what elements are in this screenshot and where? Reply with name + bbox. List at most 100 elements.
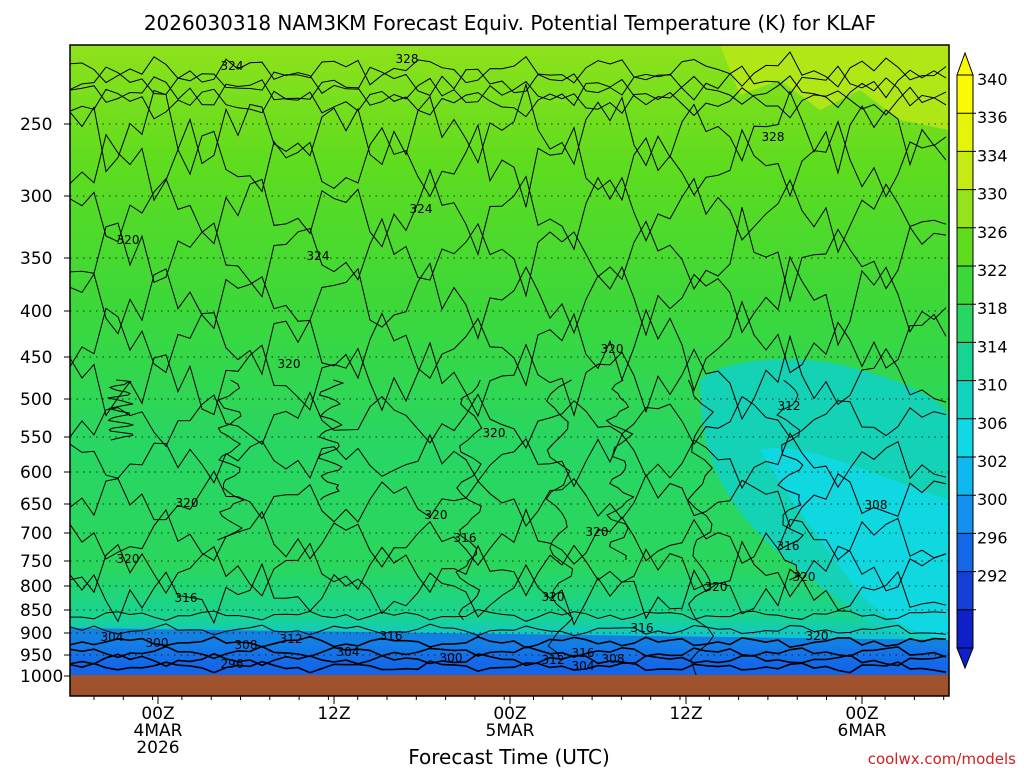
contour-label: 316 — [454, 531, 477, 545]
x-tick-label: 12Z — [669, 704, 702, 724]
x-tick-label: 00Z — [141, 704, 174, 724]
colorbar-segment — [957, 342, 973, 382]
y-tick-label: 850 — [20, 601, 52, 621]
y-tick-label: 650 — [20, 495, 52, 515]
contour-label: 320 — [278, 357, 301, 371]
y-tick-label: 800 — [20, 577, 52, 597]
contour-line — [70, 86, 947, 120]
contour-label: 312 — [542, 653, 565, 667]
y-tick-label: 350 — [20, 249, 52, 269]
contour-label: 312 — [280, 632, 303, 646]
colorbar-label: 302 — [977, 452, 1008, 471]
contour-lines — [70, 51, 947, 696]
colorbar-segment — [957, 113, 973, 152]
contour-line — [70, 82, 947, 175]
contour-label: 316 — [175, 591, 198, 605]
contour-labels: 324 328 328 324 324 320 320 320 312 320 320 308 320 3… — [101, 52, 888, 673]
colorbar-segment — [957, 457, 973, 496]
contour-line — [70, 635, 947, 649]
contour-label: 320 — [425, 508, 448, 522]
y-tick-label: 450 — [20, 348, 52, 368]
ground-layer — [70, 675, 949, 696]
chart-title: 2026030318 NAM3KM Forecast Equiv. Potent… — [144, 11, 876, 35]
y-tick-label: 700 — [20, 524, 52, 544]
y-tick-label: 550 — [20, 428, 52, 448]
contour-label: 320 — [601, 342, 624, 356]
colorbar-segment — [957, 75, 973, 114]
x-tick-label: 4MAR — [134, 721, 183, 741]
colorbar-segment — [957, 571, 973, 611]
y-tick-label: 950 — [20, 646, 52, 666]
high-theta-region — [720, 45, 949, 130]
colorbar-segment — [957, 266, 973, 305]
plot-area: 324 328 328 324 324 320 320 320 312 320 320 308 320 3… — [70, 45, 949, 696]
contour-line — [70, 334, 947, 421]
colorbar-label: 334 — [977, 146, 1008, 165]
colorbar-label: 322 — [977, 261, 1008, 280]
contour-line — [107, 379, 134, 441]
contour-line — [70, 660, 947, 674]
contour-line — [70, 391, 947, 450]
contour-label: 308 — [235, 638, 258, 652]
contour-label: 316 — [777, 539, 800, 553]
credit-text: coolwx.com/models — [868, 750, 1016, 768]
colorbar-frame — [956, 74, 974, 649]
contour-line — [776, 379, 805, 581]
colorbar-label: 330 — [977, 185, 1008, 204]
contour-label: 320 — [483, 426, 506, 440]
colorbar-label: 310 — [977, 376, 1008, 395]
colorbar-bottom-arrow — [956, 647, 974, 670]
colorbar-segment — [957, 380, 973, 420]
colorbar-segment — [957, 189, 973, 229]
contour-label: 300 — [146, 636, 169, 650]
contour-label: 308 — [602, 652, 625, 666]
contour-line — [70, 470, 947, 529]
contour-line — [70, 508, 947, 568]
contour-label: 320 — [793, 570, 816, 584]
contour-line — [70, 120, 947, 208]
colorbar-label: 318 — [977, 299, 1008, 318]
contour-line — [455, 379, 483, 621]
colorbar-label: 296 — [977, 528, 1008, 547]
contour-label: 320 — [705, 580, 728, 594]
colorbar-label: 314 — [977, 337, 1008, 356]
contour-label: 316 — [380, 629, 403, 643]
y-tick-label: 500 — [20, 390, 52, 410]
x-tick-label: 5MAR — [486, 721, 535, 741]
x-tick-label: 00Z — [845, 704, 878, 724]
contour-line — [545, 379, 574, 661]
colorbar-segment — [957, 227, 973, 267]
contour-line — [70, 65, 947, 101]
contour-line — [605, 379, 635, 561]
y-tick-label: 400 — [20, 302, 52, 322]
cold-dry-region — [760, 448, 949, 640]
x-tick-label: 12Z — [317, 704, 350, 724]
contour-label: 316 — [631, 621, 654, 635]
y-tick-label: 1000 — [20, 667, 63, 687]
colorbar-label: 326 — [977, 223, 1008, 242]
contour-line — [687, 379, 715, 696]
colorbar-segment — [957, 533, 973, 573]
x-tick-label: 2026 — [136, 738, 179, 758]
contour-line — [70, 75, 947, 109]
contour-label: 304 — [337, 645, 360, 659]
contour-label: 320 — [542, 590, 565, 604]
contour-label: 316 — [572, 646, 595, 660]
y-tick-label: 900 — [20, 624, 52, 644]
contour-label: 320 — [117, 233, 140, 247]
contour-label: 324 — [221, 59, 244, 73]
contour-line — [70, 562, 947, 626]
contour-label: 324 — [410, 202, 433, 216]
contour-line — [70, 540, 947, 598]
y-tick-label: 600 — [20, 463, 52, 483]
contour-label: 320 — [117, 552, 140, 566]
contour-label: 304 — [101, 630, 124, 644]
contour-line — [70, 255, 947, 347]
colorbar-label: 336 — [977, 108, 1008, 127]
colorbar-top-arrow — [956, 51, 974, 76]
contour-label: 320 — [176, 496, 199, 510]
contour-line — [70, 623, 947, 637]
colorbar-label: 300 — [977, 490, 1008, 509]
